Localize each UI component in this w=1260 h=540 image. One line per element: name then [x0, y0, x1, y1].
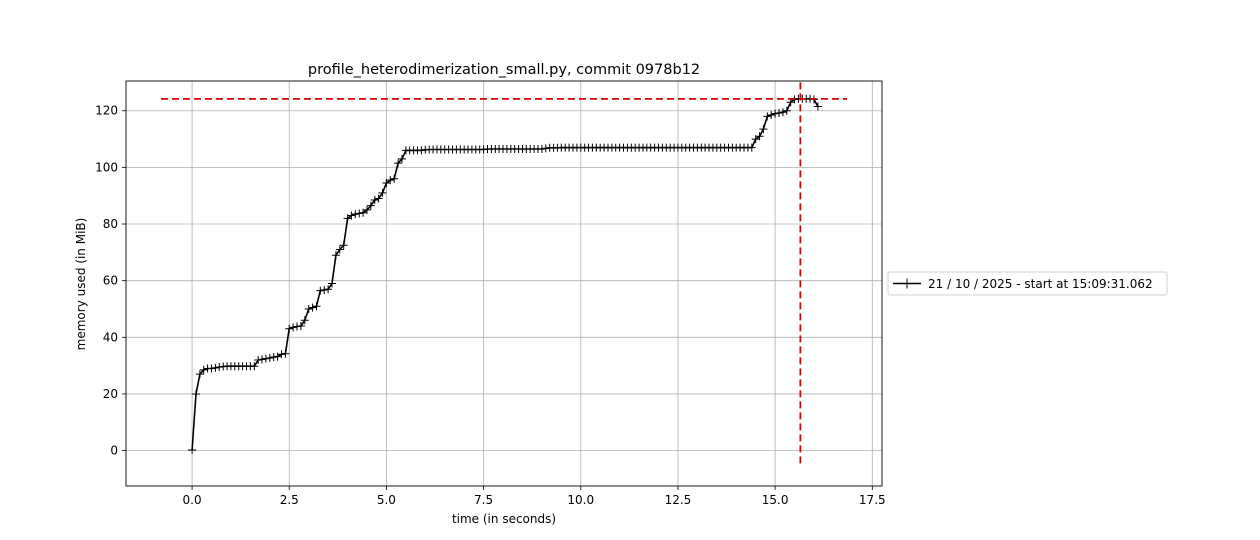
x-tick-label: 0.0: [183, 493, 202, 507]
data-point: [335, 245, 344, 254]
axes-frame: [125, 80, 883, 487]
y-tick-label: 20: [103, 387, 118, 401]
legend-marker-icon: [902, 278, 912, 289]
y-tick-label: 80: [103, 217, 118, 231]
data-point: [296, 322, 305, 330]
y-tick-label: 40: [103, 330, 118, 344]
data-point: [394, 159, 403, 168]
data-point: [261, 354, 270, 363]
data-point: [331, 251, 340, 260]
data-point: [258, 355, 266, 364]
y-tick-label: 60: [103, 274, 118, 288]
data-point: [347, 211, 356, 220]
data-point: [813, 102, 822, 111]
data-point: [316, 286, 325, 295]
x-tick-label: 15.0: [762, 493, 789, 507]
data-point: [398, 154, 406, 163]
data-point: [767, 111, 776, 119]
data-point: [281, 349, 290, 358]
data-point: [254, 356, 263, 364]
x-tick-label: 7.5: [474, 493, 493, 507]
data-point: [285, 324, 294, 333]
data-point: [366, 201, 375, 210]
data-point: [289, 323, 298, 332]
data-point: [192, 390, 200, 398]
data-point: [541, 144, 550, 153]
legend-box: [887, 271, 1168, 296]
x-tick-label: 17.5: [859, 493, 886, 507]
x-tick-label: 12.5: [665, 493, 692, 507]
data-point: [277, 350, 286, 359]
legend-series-label: 21 / 10 / 2025 - start at 15:09:31.062: [928, 277, 1153, 291]
data-point: [386, 176, 395, 185]
data-point: [351, 210, 360, 219]
data-point: [374, 194, 383, 203]
data-point: [339, 241, 348, 250]
data-point: [355, 209, 364, 218]
data-point: [755, 132, 764, 141]
data-point: [763, 112, 772, 121]
data-point: [308, 303, 317, 312]
chart-title: profile_heterodimerization_small.py, com…: [308, 62, 700, 78]
y-tick-label: 100: [95, 160, 118, 174]
data-point: [195, 370, 204, 379]
data-point: [390, 174, 399, 183]
data-point: [211, 363, 220, 372]
data-point: [537, 145, 546, 153]
data-point: [771, 109, 780, 118]
data-point: [199, 365, 208, 374]
data-point: [782, 106, 791, 115]
data-point: [265, 354, 274, 362]
x-tick-label: 5.0: [377, 493, 396, 507]
data-point: [188, 446, 197, 454]
data-point: [324, 285, 333, 294]
x-axis-label: time (in seconds): [452, 512, 556, 526]
data-point: [300, 316, 309, 325]
data-point: [775, 109, 783, 117]
data-point: [378, 188, 387, 197]
data-point: [370, 196, 379, 204]
data-point: [328, 279, 336, 288]
y-axis-label: memory used (in MiB): [74, 218, 88, 351]
plot-area: 0.0 2.5 5.0 7.5 10.0 12.5 15.0 17.5 0 20 40 60 80 100…: [95, 80, 886, 507]
data-point: [363, 205, 371, 214]
data-point: [320, 286, 329, 294]
data-point: [207, 364, 216, 373]
data-point: [747, 143, 756, 152]
data-point: [304, 305, 313, 313]
x-tick-label: 10.0: [567, 493, 594, 507]
data-point: [759, 125, 768, 134]
data-point: [312, 302, 321, 311]
data-point: [778, 108, 787, 117]
y-tick-label: 120: [95, 104, 118, 118]
legend: 21 / 10 / 2025 - start at 15:09:31.062: [887, 271, 1168, 296]
data-point: [250, 362, 259, 371]
data-point: [417, 146, 426, 155]
y-tick-label: 0: [110, 444, 118, 458]
x-tick-label: 2.5: [280, 493, 299, 507]
